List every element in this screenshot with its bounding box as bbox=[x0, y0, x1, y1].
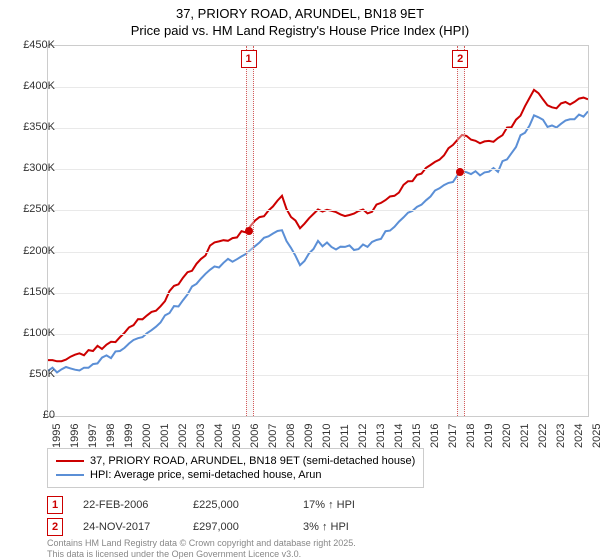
x-axis-label: 2018 bbox=[465, 424, 477, 448]
x-axis-label: 2016 bbox=[429, 424, 441, 448]
x-axis-label: 1999 bbox=[123, 424, 135, 448]
line-layer bbox=[48, 46, 588, 416]
attribution: Contains HM Land Registry data © Crown c… bbox=[47, 538, 356, 560]
sales-table: 1 22-FEB-2006 £225,000 17% ↑ HPI 2 24-NOV-201… bbox=[47, 496, 393, 540]
legend-swatch bbox=[56, 460, 84, 462]
y-axis-label: £250K bbox=[10, 203, 55, 215]
plot-area: 12 bbox=[47, 45, 589, 417]
sale-price: £297,000 bbox=[193, 521, 283, 533]
sale-date: 22-FEB-2006 bbox=[83, 499, 173, 511]
sale-row: 2 24-NOV-2017 £297,000 3% ↑ HPI bbox=[47, 518, 393, 536]
x-axis-label: 2023 bbox=[555, 424, 567, 448]
y-axis-label: £150K bbox=[10, 286, 55, 298]
sale-row: 1 22-FEB-2006 £225,000 17% ↑ HPI bbox=[47, 496, 393, 514]
y-axis-label: £400K bbox=[10, 80, 55, 92]
y-axis-label: £450K bbox=[10, 39, 55, 51]
legend-label: HPI: Average price, semi-detached house,… bbox=[90, 469, 322, 481]
legend-swatch bbox=[56, 474, 84, 476]
x-axis-label: 2011 bbox=[339, 424, 351, 448]
attribution-line-2: This data is licensed under the Open Gov… bbox=[47, 549, 301, 559]
x-axis-label: 2021 bbox=[519, 424, 531, 448]
sale-row-number: 2 bbox=[47, 518, 63, 536]
x-axis-label: 2006 bbox=[249, 424, 261, 448]
x-axis-label: 2013 bbox=[375, 424, 387, 448]
x-axis-label: 2025 bbox=[591, 424, 600, 448]
y-axis-label: £0 bbox=[10, 409, 55, 421]
sale-dot bbox=[456, 168, 464, 176]
legend-item: 37, PRIORY ROAD, ARUNDEL, BN18 9ET (semi… bbox=[56, 455, 415, 467]
gridline bbox=[48, 293, 588, 294]
y-axis-label: £100K bbox=[10, 327, 55, 339]
x-axis-label: 2007 bbox=[267, 424, 279, 448]
sale-dot bbox=[245, 227, 253, 235]
x-axis-label: 2009 bbox=[303, 424, 315, 448]
series-line bbox=[48, 90, 588, 361]
gridline bbox=[48, 87, 588, 88]
x-axis-label: 2004 bbox=[213, 424, 225, 448]
gridline bbox=[48, 128, 588, 129]
sale-row-number: 1 bbox=[47, 496, 63, 514]
x-axis-label: 1998 bbox=[105, 424, 117, 448]
title-line-1: 37, PRIORY ROAD, ARUNDEL, BN18 9ET bbox=[176, 6, 424, 21]
x-axis-label: 2002 bbox=[177, 424, 189, 448]
x-axis-label: 2022 bbox=[537, 424, 549, 448]
x-axis-label: 2020 bbox=[501, 424, 513, 448]
y-axis-label: £350K bbox=[10, 121, 55, 133]
x-axis-label: 2000 bbox=[141, 424, 153, 448]
sale-marker-number: 2 bbox=[452, 50, 468, 68]
x-axis-label: 1996 bbox=[69, 424, 81, 448]
x-axis-label: 2001 bbox=[159, 424, 171, 448]
legend: 37, PRIORY ROAD, ARUNDEL, BN18 9ET (semi… bbox=[47, 448, 424, 488]
x-axis-label: 2005 bbox=[231, 424, 243, 448]
x-axis-label: 1995 bbox=[51, 424, 63, 448]
x-axis-label: 2008 bbox=[285, 424, 297, 448]
attribution-line-1: Contains HM Land Registry data © Crown c… bbox=[47, 538, 356, 548]
x-axis-label: 1997 bbox=[87, 424, 99, 448]
legend-label: 37, PRIORY ROAD, ARUNDEL, BN18 9ET (semi… bbox=[90, 455, 415, 467]
x-axis-label: 2024 bbox=[573, 424, 585, 448]
x-axis-label: 2015 bbox=[411, 424, 423, 448]
x-axis-label: 2012 bbox=[357, 424, 369, 448]
y-axis-label: £200K bbox=[10, 245, 55, 257]
x-axis-label: 2014 bbox=[393, 424, 405, 448]
sale-date: 24-NOV-2017 bbox=[83, 521, 173, 533]
gridline bbox=[48, 252, 588, 253]
x-axis-label: 2019 bbox=[483, 424, 495, 448]
sale-price: £225,000 bbox=[193, 499, 283, 511]
gridline bbox=[48, 210, 588, 211]
y-axis-label: £300K bbox=[10, 162, 55, 174]
gridline bbox=[48, 334, 588, 335]
sale-marker-number: 1 bbox=[241, 50, 257, 68]
gridline bbox=[48, 375, 588, 376]
chart-container: 37, PRIORY ROAD, ARUNDEL, BN18 9ET Price… bbox=[0, 0, 600, 560]
sale-delta: 3% ↑ HPI bbox=[303, 521, 393, 533]
title-line-2: Price paid vs. HM Land Registry's House … bbox=[131, 23, 469, 38]
chart-title: 37, PRIORY ROAD, ARUNDEL, BN18 9ET Price… bbox=[0, 0, 600, 40]
sale-marker-band bbox=[457, 46, 465, 416]
x-axis-label: 2003 bbox=[195, 424, 207, 448]
x-axis-label: 2017 bbox=[447, 424, 459, 448]
x-axis-label: 2010 bbox=[321, 424, 333, 448]
gridline bbox=[48, 169, 588, 170]
sale-delta: 17% ↑ HPI bbox=[303, 499, 393, 511]
y-axis-label: £50K bbox=[10, 368, 55, 380]
legend-item: HPI: Average price, semi-detached house,… bbox=[56, 469, 415, 481]
